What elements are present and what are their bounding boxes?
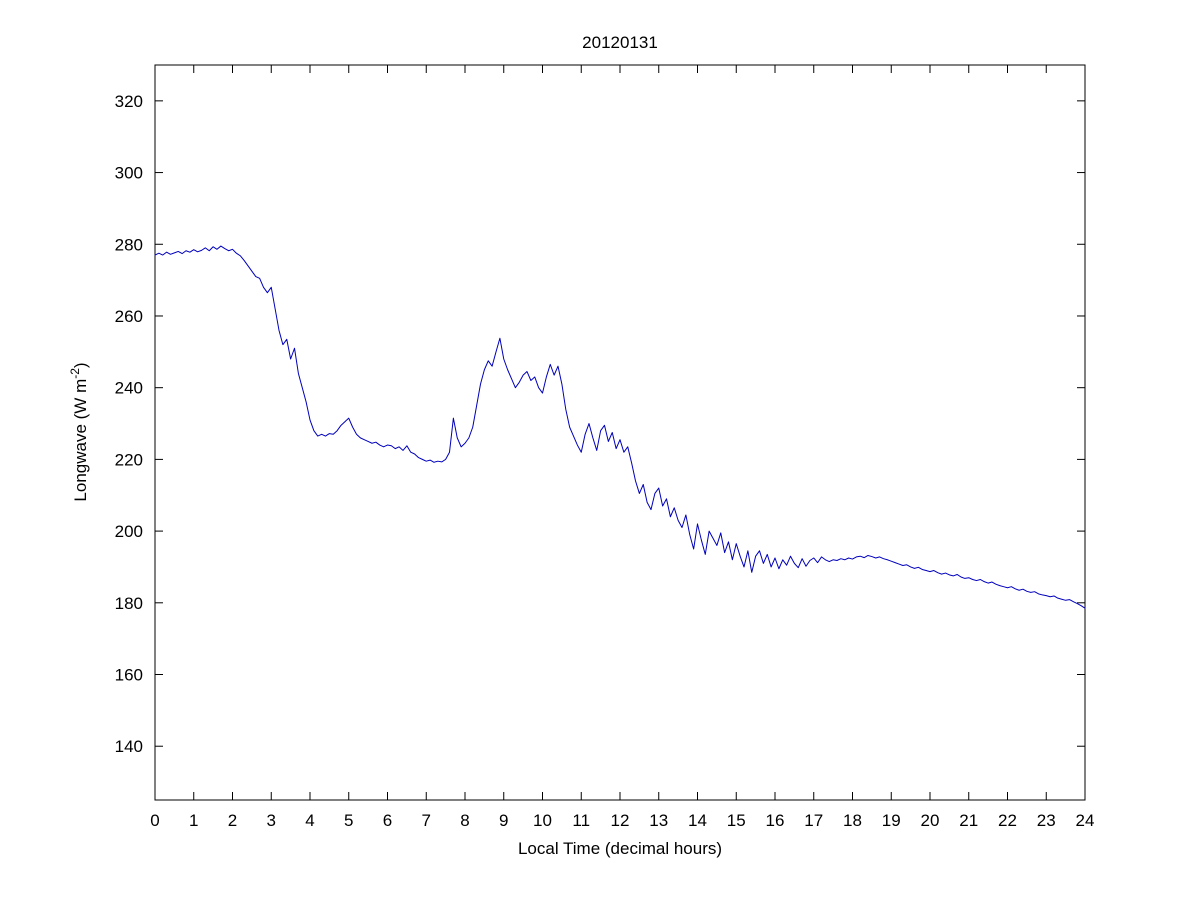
y-tick-label: 260 [115, 307, 143, 326]
x-tick-label: 14 [688, 811, 707, 830]
x-tick-label: 12 [611, 811, 630, 830]
x-tick-label: 18 [843, 811, 862, 830]
longwave-line [154, 245, 1086, 609]
x-axis-label: Local Time (decimal hours) [518, 839, 722, 858]
x-tick-label: 19 [882, 811, 901, 830]
x-tick-label: 15 [727, 811, 746, 830]
x-tick-label: 1 [189, 811, 198, 830]
x-tick-label: 6 [383, 811, 392, 830]
chart-title: 20120131 [582, 33, 658, 52]
x-tick-label: 11 [572, 811, 590, 830]
y-tick-label: 280 [115, 235, 143, 254]
y-tick-label: 300 [115, 164, 143, 183]
x-tick-label: 8 [460, 811, 469, 830]
y-axis-label-post: ) [71, 362, 90, 368]
x-tick-label: 10 [533, 811, 552, 830]
x-tick-label: 4 [305, 811, 314, 830]
y-axis-label-pre: Longwave (W m [71, 379, 90, 502]
x-tick-label: 13 [649, 811, 668, 830]
x-tick-label: 24 [1076, 811, 1095, 830]
y-axis-label: Longwave (W m-2) [68, 362, 90, 501]
x-tick-label: 9 [499, 811, 508, 830]
y-tick-label: 220 [115, 450, 143, 469]
x-tick-label: 2 [228, 811, 237, 830]
plot-border [154, 64, 1086, 801]
y-tick-label: 240 [115, 379, 143, 398]
y-tick-label: 140 [115, 737, 143, 756]
x-tick-label: 22 [998, 811, 1017, 830]
x-tick-label: 0 [150, 811, 159, 830]
x-tick-label: 3 [267, 811, 276, 830]
x-tick-label: 23 [1037, 811, 1056, 830]
y-tick-label: 180 [115, 594, 143, 613]
x-tick-label: 5 [344, 811, 353, 830]
y-tick-label: 200 [115, 522, 143, 541]
plot-area: 0 1 2 3 4 5 6 7 8 9 10 11 12 13 14 15 16 17 18 19 20 21 22 23 24… [115, 64, 1095, 830]
y-tick-label: 320 [115, 92, 143, 111]
y-tick-label: 160 [115, 666, 143, 685]
x-tick-label: 16 [766, 811, 785, 830]
x-tick-label: 17 [804, 811, 823, 830]
x-tick-label: 20 [921, 811, 940, 830]
x-tick-label: 21 [959, 811, 978, 830]
y-axis-label-superscript: -2 [68, 368, 82, 379]
x-tick-label: 7 [422, 811, 431, 830]
